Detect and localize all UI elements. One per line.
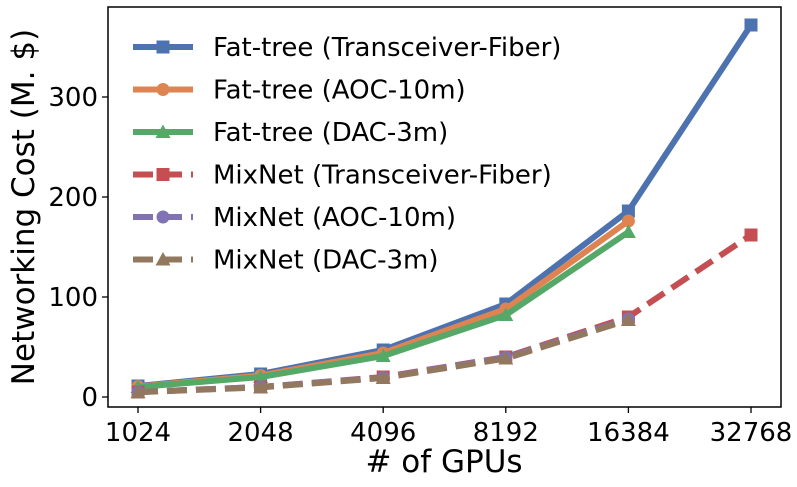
legend-label: Fat-tree (Transceiver-Fiber) bbox=[213, 33, 561, 63]
legend-label: Fat-tree (DAC-3m) bbox=[213, 118, 448, 148]
series-1 bbox=[131, 214, 635, 393]
legend-label: Fat-tree (AOC-10m) bbox=[213, 76, 466, 106]
data-point bbox=[375, 348, 391, 362]
y-axis-ticks: 0 100 200 300 bbox=[48, 83, 108, 413]
legend: Fat-tree (Transceiver-Fiber) Fat-tree (AO… bbox=[133, 33, 561, 276]
legend-item: MixNet (Transceiver-Fiber) bbox=[133, 161, 552, 191]
x-tick-label: 32768 bbox=[710, 418, 793, 448]
y-tick-label: 300 bbox=[48, 83, 98, 113]
legend-label: MixNet (DAC-3m) bbox=[213, 246, 439, 276]
x-tick-label: 2048 bbox=[228, 418, 294, 448]
legend-marker bbox=[156, 40, 170, 54]
data-point bbox=[375, 370, 391, 384]
legend-marker bbox=[156, 210, 170, 224]
data-point bbox=[621, 204, 635, 218]
x-tick-label: 16384 bbox=[587, 418, 670, 448]
y-tick-label: 100 bbox=[48, 283, 98, 313]
data-point bbox=[744, 228, 758, 242]
data-point bbox=[744, 18, 758, 32]
x-tick-label: 4096 bbox=[350, 418, 416, 448]
plot-frame bbox=[107, 6, 782, 408]
y-tick-label: 0 bbox=[81, 383, 98, 413]
data-point bbox=[253, 369, 269, 383]
y-tick-label: 200 bbox=[48, 183, 98, 213]
data-point bbox=[621, 214, 635, 228]
data-point bbox=[498, 307, 514, 321]
data-point bbox=[130, 384, 146, 399]
y-axis-title: Networking Cost (M. $) bbox=[6, 29, 42, 385]
x-axis-title: # of GPUs bbox=[365, 444, 522, 480]
legend-label: MixNet (Transceiver-Fiber) bbox=[213, 161, 552, 191]
legend-marker bbox=[155, 124, 171, 138]
series-5 bbox=[130, 312, 636, 399]
series-layer bbox=[130, 18, 758, 399]
legend-item: Fat-tree (AOC-10m) bbox=[133, 76, 466, 106]
data-point bbox=[253, 379, 269, 394]
legend-item: Fat-tree (DAC-3m) bbox=[133, 118, 448, 148]
x-tick-label: 1024 bbox=[105, 418, 171, 448]
data-point bbox=[620, 312, 636, 326]
data-point bbox=[620, 224, 636, 238]
legend-item: MixNet (AOC-10m) bbox=[133, 203, 456, 233]
data-point bbox=[498, 351, 514, 365]
x-tick-label: 8192 bbox=[473, 418, 539, 448]
legend-marker bbox=[156, 83, 170, 96]
legend-label: MixNet (AOC-10m) bbox=[213, 203, 456, 233]
x-axis-ticks: 1024 2048 4096 8192 16384 32768 bbox=[105, 407, 792, 448]
legend-item: MixNet (DAC-3m) bbox=[133, 246, 439, 276]
legend-marker bbox=[156, 168, 170, 181]
legend-marker bbox=[155, 252, 171, 266]
legend-item: Fat-tree (Transceiver-Fiber) bbox=[133, 33, 561, 63]
